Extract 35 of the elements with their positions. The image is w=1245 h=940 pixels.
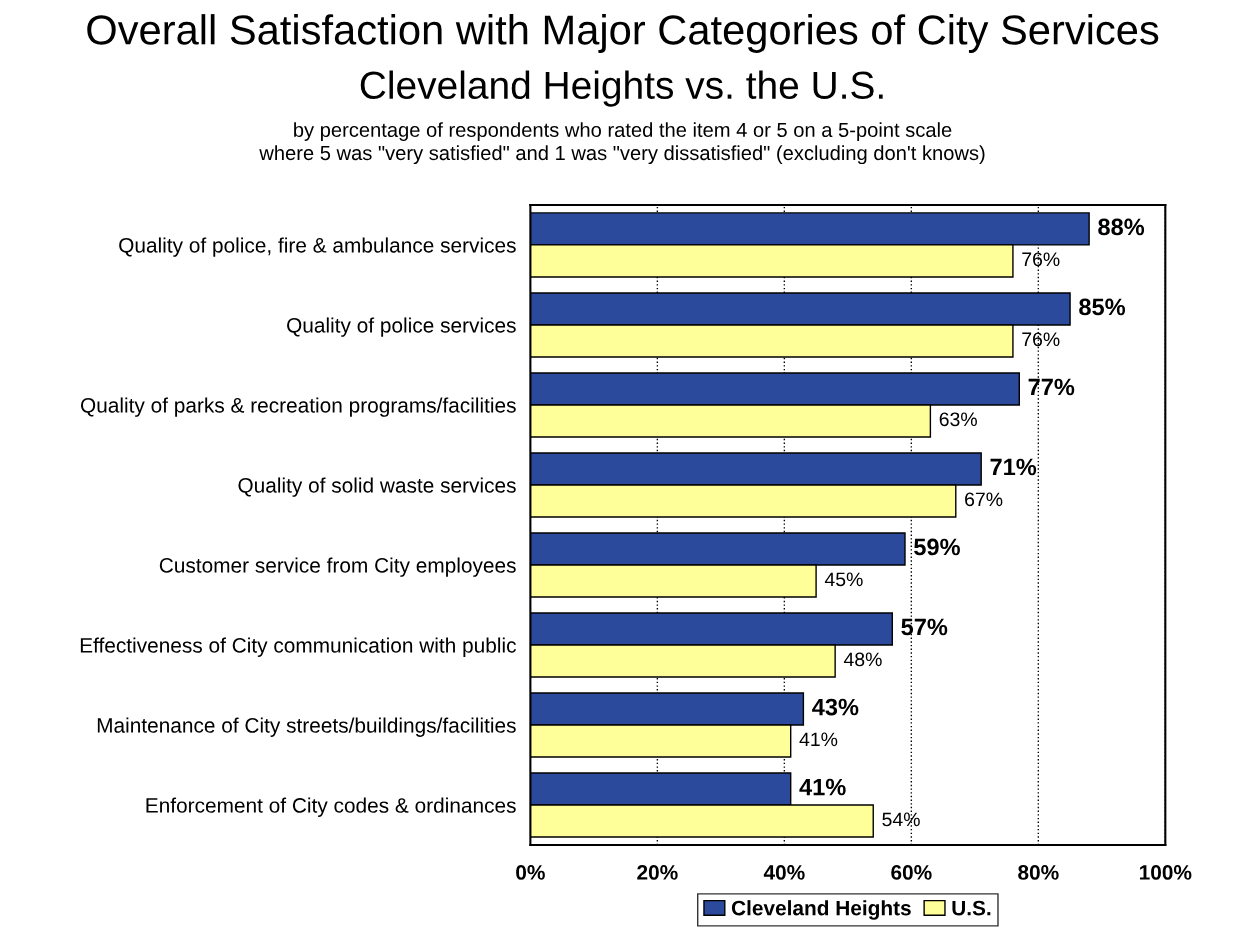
text: by percentage of respondents who rated the item 4 or 5 on a 5-point scale where 5 was "very satisfied" and 1 was "very dissatisfied" (excluding don't knows) [259, 122, 985, 165]
x-tick-label: 100% [1139, 865, 1192, 880]
data-label: 71% [990, 458, 1037, 476]
y-tick-label: Effectiveness of City communication with public [80, 637, 516, 657]
y-tick-label: Maintenance of City streets/buildings/facilities [97, 717, 516, 737]
data-label: 54% [882, 812, 920, 827]
y-tick-label: Quality of parks & recreation programs/facilities [80, 397, 516, 417]
data-label: 76% [1022, 332, 1060, 347]
data-label: 57% [901, 618, 948, 636]
x-tick-label: 40% [763, 865, 805, 880]
chart-title: Overall Satisfaction with Major Categories of City Services [87, 14, 1159, 53]
data-label: 85% [1079, 298, 1126, 316]
legend-label: Cleveland Heights [731, 900, 911, 920]
chart-subtitle: Cleveland Heights vs. the U.S. [360, 70, 883, 107]
data-label: 88% [1098, 218, 1145, 236]
y-tick-label: Customer service from City employees [159, 557, 516, 577]
data-label: 59% [914, 538, 960, 556]
data-label: 45% [824, 572, 863, 587]
legend-label: U.S. [952, 900, 991, 916]
data-label: 41% [799, 732, 838, 747]
x-tick-label: 60% [891, 865, 932, 880]
x-tick-label: 80% [1018, 865, 1059, 880]
data-label: 41% [799, 778, 846, 796]
data-label: 63% [939, 412, 977, 427]
data-label: 67% [965, 492, 1003, 507]
data-label: 48% [843, 652, 882, 667]
x-tick-label: 0% [516, 865, 545, 880]
y-tick-label: Quality of solid waste services [238, 477, 516, 497]
data-label: 76% [1022, 252, 1060, 267]
y-tick-label: Quality of police services [287, 317, 516, 337]
y-tick-label: Quality of police, fire & ambulance services [119, 237, 516, 257]
y-tick-label: Enforcement of City codes & ordinances [146, 797, 516, 817]
data-label: 77% [1028, 378, 1075, 396]
data-label: 43% [812, 698, 859, 716]
x-tick-label: 20% [637, 865, 678, 880]
